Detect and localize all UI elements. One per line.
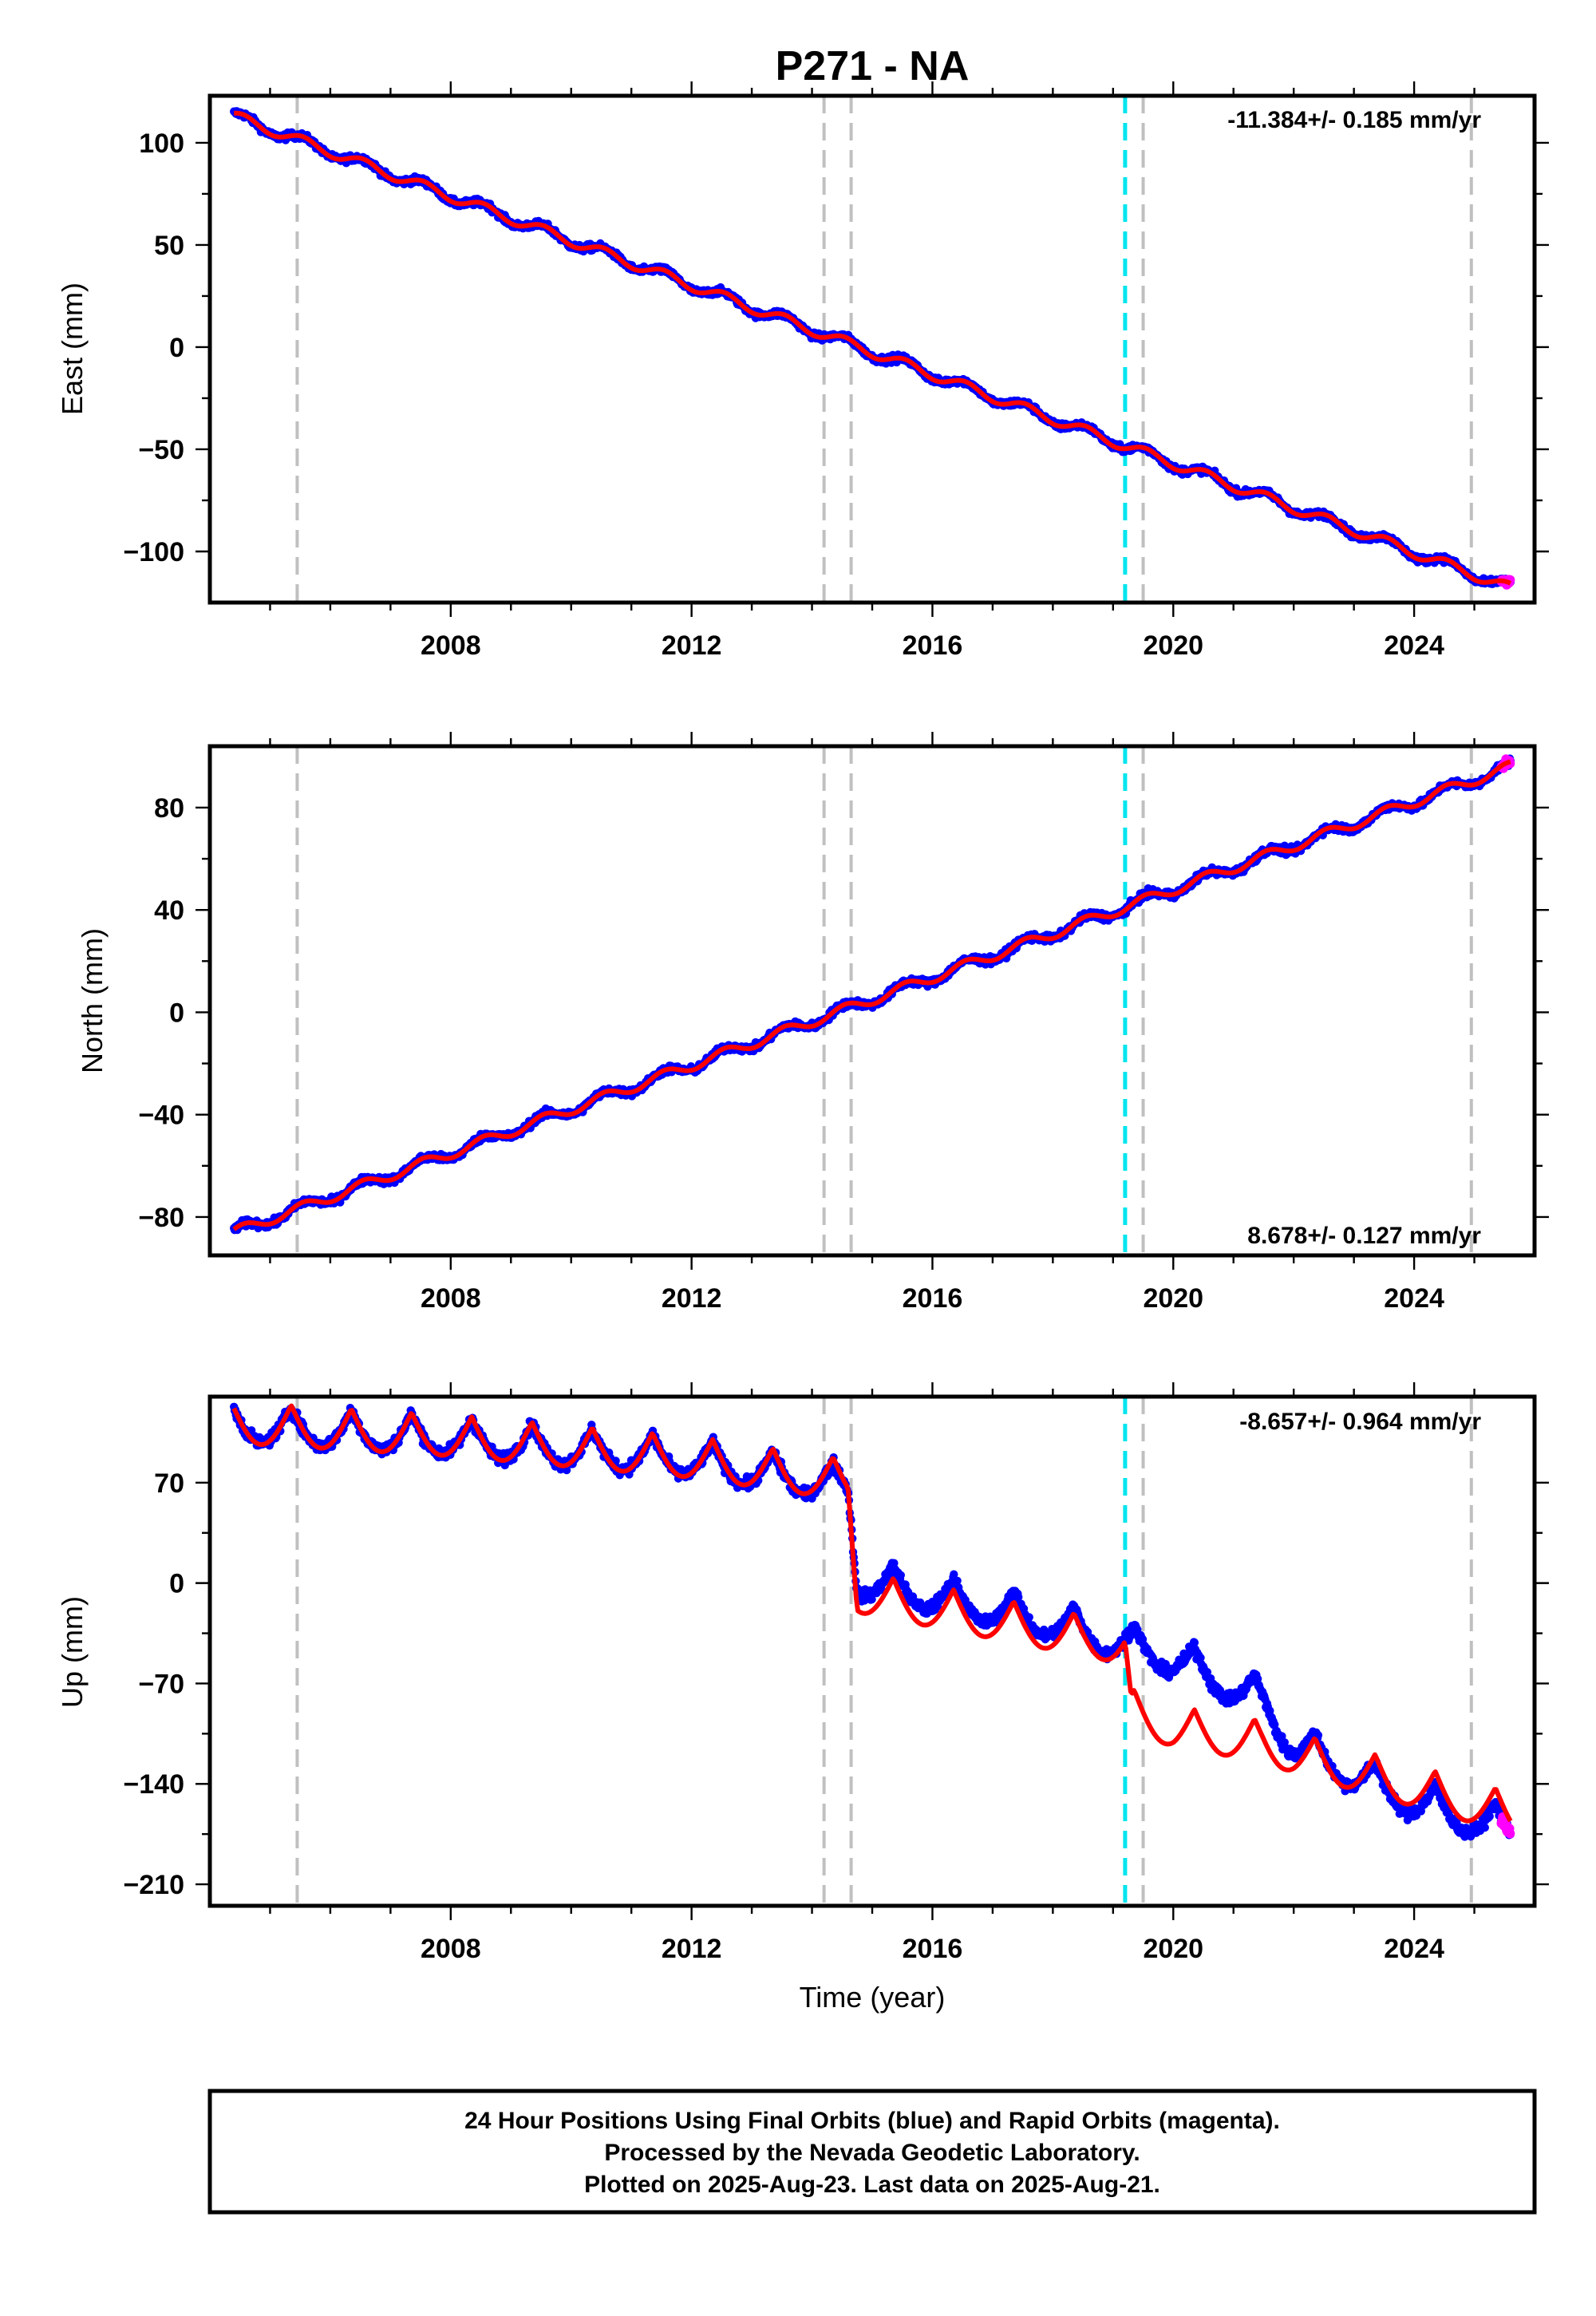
x-tick-label: 2020 — [1143, 630, 1203, 661]
y-tick-label: 0 — [169, 333, 184, 363]
model-fit-line — [232, 759, 1511, 1231]
x-tick-label: 2012 — [662, 1283, 722, 1314]
y-tick-label: 50 — [154, 231, 184, 261]
y-tick-label: −100 — [123, 537, 184, 567]
x-tick-label: 2020 — [1143, 1283, 1203, 1314]
x-tick-label: 2024 — [1384, 630, 1444, 661]
y-tick-label: 80 — [154, 793, 184, 824]
y-tick-label: 40 — [154, 895, 184, 926]
y-tick-label: 0 — [169, 998, 184, 1028]
model-fit-line — [233, 110, 1512, 586]
north-data-points — [230, 754, 1515, 1235]
north-model-line — [232, 759, 1511, 1231]
north-rate-label: 8.678+/- 0.127 mm/yr — [1247, 1223, 1481, 1249]
up-event-lines — [295, 1397, 1473, 1906]
x-tick-label: 2016 — [903, 630, 963, 661]
north-axis-title: North (mm) — [76, 928, 109, 1073]
figure-title: P271 - NA — [776, 43, 970, 89]
y-tick-label: −80 — [138, 1203, 184, 1233]
x-tick-label: 2008 — [421, 630, 481, 661]
y-tick-label: −40 — [138, 1101, 184, 1131]
x-tick-label: 2008 — [421, 1283, 481, 1314]
y-tick-label: 100 — [139, 128, 184, 159]
east-rate-label: -11.384+/- 0.185 mm/yr — [1227, 107, 1481, 133]
up-data-points — [230, 1402, 1515, 1841]
x-tick-label: 2012 — [662, 630, 722, 661]
east-event-lines — [295, 96, 1473, 603]
y-tick-label: −50 — [138, 435, 184, 465]
east-panel: 2008 2012 2016 2020 2024 100 50 0 −50 −100 -11.38… — [56, 81, 1549, 661]
x-tick-label: 2016 — [903, 1283, 963, 1314]
east-axis-title: East (mm) — [56, 283, 89, 415]
north-panel: 2008 2012 2016 2020 2024 80 40 0 −40 −80 8.678+/-… — [76, 732, 1549, 1314]
east-axis-ticks: 2008 2012 2016 2020 2024 100 50 0 −50 −100 — [123, 81, 1549, 661]
east-model-line — [233, 110, 1512, 586]
x-tick-label: 2024 — [1384, 1283, 1444, 1314]
